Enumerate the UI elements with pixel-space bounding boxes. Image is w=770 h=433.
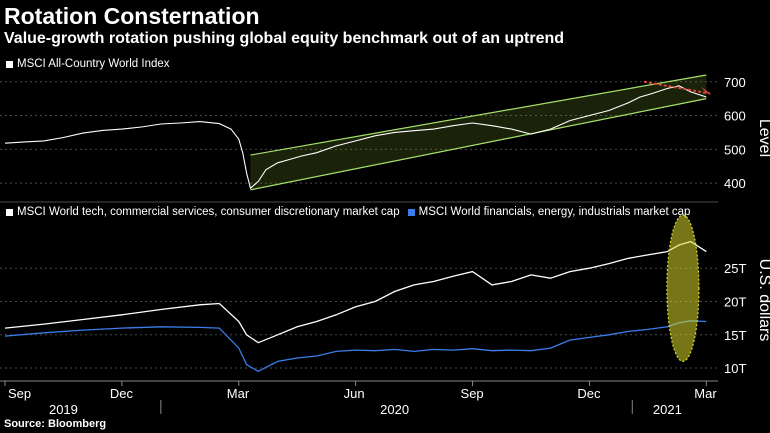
trend-arrow-head [701, 86, 711, 94]
source-note: Source: Bloomberg [4, 418, 107, 430]
bottom-y-axis-label: U.S. dollars [756, 259, 770, 342]
bottom-series [4, 240, 707, 373]
year-label: 2021 [653, 402, 682, 417]
year-label: 2019 [49, 402, 78, 417]
bottom-y-tick-label: 20T [724, 295, 746, 310]
gap-highlight-ellipse [666, 214, 700, 362]
x-tick-label: Dec [577, 386, 601, 401]
top-y-axis-label: Level [756, 119, 770, 157]
top-gridlines [0, 81, 718, 203]
x-tick-label: Mar [227, 386, 250, 401]
series-line-value [4, 320, 707, 373]
top-y-tick-label: 500 [724, 142, 746, 157]
uptrend-channel [250, 74, 707, 191]
legend-label-growth: MSCI World tech, commercial services, co… [17, 206, 400, 218]
bottom-y-tick-label: 15T [724, 328, 746, 343]
bottom-y-tick-label: 25T [724, 261, 746, 276]
trend-arrow [643, 80, 711, 95]
legend-label-value: MSCI World financials, energy, industria… [418, 206, 691, 218]
annotations [643, 80, 711, 362]
top-y-tick-label: 600 [724, 109, 746, 124]
x-tick-label: Mar [694, 386, 717, 401]
x-tick-label: Dec [110, 386, 134, 401]
top-y-tick-label: 700 [724, 75, 746, 90]
series-line-acwi [4, 85, 707, 190]
bottom-y-axis: 10T 15T 20T 25T [724, 261, 746, 376]
chart-title: Rotation Consternation [4, 3, 260, 29]
x-axis: Sep Dec Mar Jun Sep Dec Mar 2019 2020 2021 [0, 380, 718, 417]
legend-swatch-growth [6, 208, 13, 216]
series-line-growth [4, 240, 707, 344]
bottom-y-tick-label: 10T [724, 361, 746, 376]
legend-swatch-value [407, 208, 415, 216]
channel-fill [250, 75, 707, 190]
x-tick-label: Jun [344, 386, 365, 401]
x-tick-label: Sep [8, 386, 31, 401]
bottom-gridlines [0, 267, 718, 369]
legend-label-acwi: MSCI All-Country World Index [17, 58, 170, 70]
top-y-tick-label: 400 [724, 176, 746, 191]
top-y-axis: 400 500 600 700 [724, 75, 746, 191]
legend-top: MSCI All-Country World Index [6, 58, 170, 70]
top-series [4, 85, 707, 190]
channel-lower-line [250, 98, 707, 191]
channel-upper-line [250, 74, 707, 156]
year-label: 2020 [380, 402, 409, 417]
legend-swatch-acwi [6, 60, 13, 68]
legend-bottom: MSCI World tech, commercial services, co… [6, 206, 690, 218]
x-tick-label: Sep [461, 386, 484, 401]
chart-subtitle: Value-growth rotation pushing global equ… [4, 30, 565, 47]
